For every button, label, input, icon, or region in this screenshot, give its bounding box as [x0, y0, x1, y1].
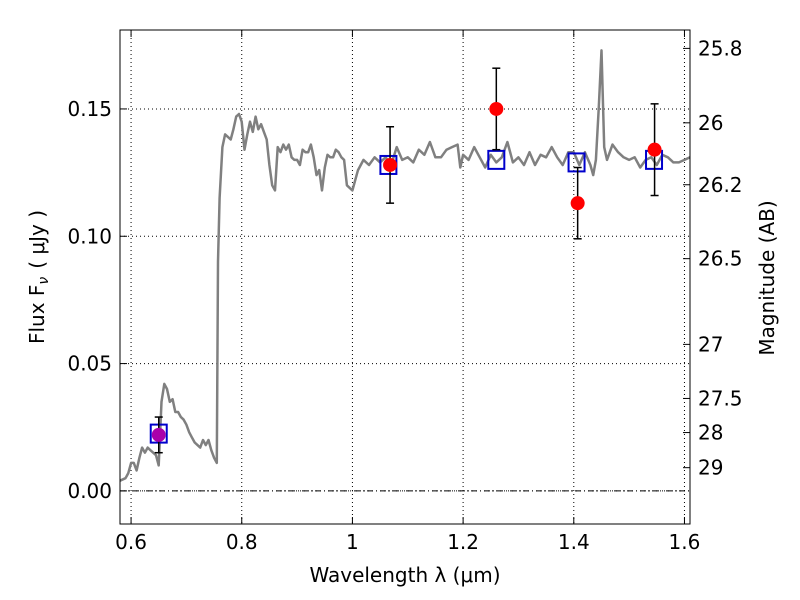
- y-tick-label: 0.10: [67, 224, 112, 248]
- series-layer: [119, 49, 691, 482]
- y-tick-label: 0.15: [67, 97, 112, 121]
- y-axis-label-unit: ( μJy ): [25, 210, 49, 269]
- x-tick-label: 1.4: [558, 530, 590, 554]
- x-axis-label: Wavelength λ (μm): [309, 563, 500, 587]
- x-tick-label: 0.6: [115, 530, 147, 554]
- observed-flux-point: [383, 157, 398, 172]
- plot-frame: [119, 29, 691, 525]
- y-axis-label-subscript: ν: [36, 277, 52, 285]
- y2-tick-label: 26.5: [698, 247, 743, 271]
- x-tick-label: 0.8: [226, 530, 258, 554]
- observed-flux-point: [647, 142, 662, 157]
- x-tick-label: 1: [346, 530, 359, 554]
- y2-tick-label: 27: [698, 332, 723, 356]
- observed-flux-point: [151, 427, 166, 442]
- spectrum-line: [119, 49, 691, 482]
- grid-lines: [120, 30, 690, 524]
- y2-tick-label: 29: [698, 456, 723, 480]
- observed-flux-point: [570, 196, 585, 211]
- x-tick-label: 1.6: [669, 530, 701, 554]
- x-tick-label: 1.2: [447, 530, 479, 554]
- y2-tick-label: 25.8: [698, 36, 743, 60]
- model-photometry-square: [567, 152, 586, 173]
- y2-tick-label: 27.5: [698, 386, 743, 410]
- y-axis-label-text: Flux F: [25, 285, 49, 344]
- secondary-y-axis-label: Magnitude (AB): [755, 200, 779, 355]
- y-axis-label: Flux Fν ( μJy ): [25, 210, 52, 344]
- y-tick-label: 0.05: [67, 352, 112, 376]
- y2-tick-label: 26.2: [698, 173, 743, 197]
- y2-tick-label: 26: [698, 111, 723, 135]
- axis-ticks: 0.6 0.8 1 1.2 1.4 1.6 0.00 0.05 0.10 0.15 25.8 26 26…: [67, 30, 743, 554]
- y-tick-label: 0.00: [67, 479, 112, 503]
- y2-tick-label: 28: [698, 421, 723, 445]
- model-photometry-square: [487, 149, 506, 170]
- observed-flux-point: [489, 101, 504, 116]
